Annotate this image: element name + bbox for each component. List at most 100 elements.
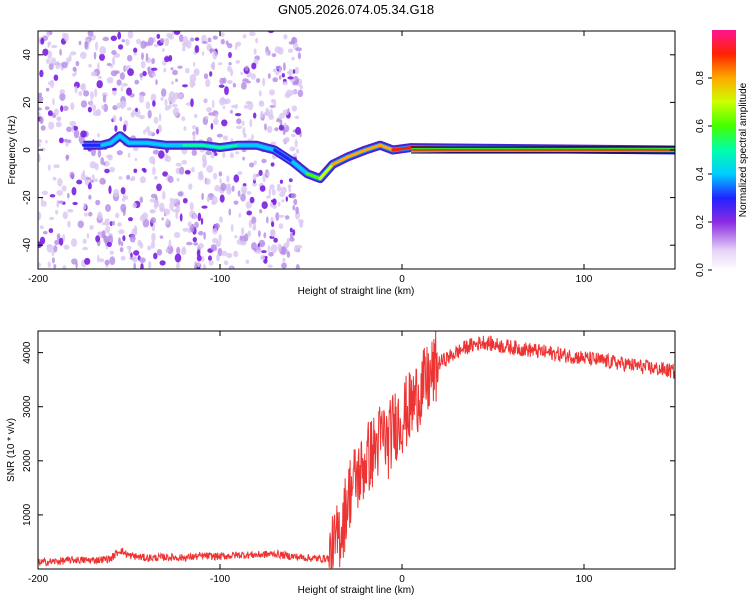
- noise-speck: [38, 262, 41, 268]
- noise-speck: [89, 179, 95, 183]
- trace-segment: [364, 143, 382, 152]
- noise-speck: [138, 94, 144, 104]
- noise-speck: [159, 38, 165, 43]
- noise-speck: [283, 62, 286, 72]
- noise-speck: [53, 164, 60, 169]
- noise-speck: [268, 31, 274, 34]
- noise-speck: [140, 40, 147, 49]
- x-tick-label: 100: [576, 574, 593, 585]
- figure-title: GN05.2026.074.05.34.G18: [278, 2, 434, 17]
- noise-speck: [288, 186, 292, 193]
- noise-speck: [170, 67, 174, 71]
- noise-speck: [185, 67, 190, 74]
- noise-speck: [179, 34, 184, 43]
- noise-speck: [99, 258, 105, 263]
- noise-speck: [90, 147, 96, 157]
- noise-speck: [90, 91, 94, 100]
- noise-speck: [160, 96, 164, 101]
- noise-speck: [177, 65, 183, 69]
- noise-speck: [286, 239, 290, 248]
- x-tick-label: 100: [576, 274, 593, 285]
- noise-speck: [106, 154, 113, 159]
- noise-speck: [99, 177, 106, 185]
- noise-speck: [104, 259, 110, 266]
- noise-speck: [76, 179, 83, 185]
- noise-speck: [259, 185, 266, 192]
- noise-speck: [286, 251, 291, 258]
- noise-speck: [104, 218, 110, 227]
- noise-speck: [223, 260, 229, 266]
- noise-speck: [271, 221, 275, 228]
- noise-speck: [192, 132, 196, 142]
- noise-speck: [166, 33, 173, 38]
- x-tick-label: 0: [399, 574, 405, 585]
- noise-speck: [48, 228, 54, 234]
- noise-speck: [95, 41, 99, 51]
- noise-speck: [70, 102, 75, 111]
- trace-segment: [100, 141, 113, 147]
- noise-speck: [152, 166, 156, 176]
- noise-speck: [213, 118, 219, 125]
- noise-speck: [78, 91, 83, 96]
- y-tick-label: 4000: [22, 341, 33, 364]
- noise-speck: [90, 71, 98, 77]
- noise-speck: [120, 187, 126, 195]
- noise-speck: [212, 35, 218, 40]
- noise-speck: [93, 51, 97, 60]
- noise-speck: [201, 51, 205, 56]
- noise-speck: [57, 178, 63, 187]
- noise-speck: [230, 109, 233, 114]
- noise-speck: [174, 253, 182, 263]
- noise-speck: [80, 83, 85, 90]
- noise-speck: [219, 178, 222, 184]
- noise-speck: [48, 63, 54, 70]
- noise-speck: [211, 99, 215, 109]
- noise-speck: [71, 258, 78, 265]
- noise-speck: [210, 123, 214, 130]
- noise-speck: [292, 69, 296, 74]
- noise-speck: [38, 211, 42, 221]
- noise-speck: [121, 82, 128, 87]
- noise-speck: [266, 195, 271, 199]
- noise-speck: [197, 212, 202, 222]
- noise-speck: [214, 223, 220, 229]
- y-tick-label: 40: [22, 49, 33, 61]
- noise-speck: [206, 107, 212, 113]
- noise-speck: [159, 235, 164, 239]
- noise-speck: [39, 236, 46, 245]
- noise-speck: [293, 198, 298, 206]
- noise-speck: [243, 133, 247, 138]
- noise-speck: [291, 133, 296, 138]
- noise-speck: [220, 38, 225, 45]
- colorbar-gradient: [712, 30, 736, 270]
- noise-speck: [142, 70, 147, 77]
- noise-speck: [71, 187, 77, 196]
- trace-segment: [345, 148, 368, 159]
- noise-speck: [177, 191, 183, 197]
- noise-speck: [40, 125, 46, 131]
- noise-speck: [66, 126, 72, 133]
- noise-speck: [273, 68, 277, 73]
- noise-speck: [38, 107, 42, 111]
- noise-speck: [89, 161, 97, 169]
- noise-speck: [228, 208, 232, 216]
- y-tick-label: 20: [22, 96, 33, 108]
- noise-speck: [121, 39, 126, 43]
- noise-speck: [179, 166, 185, 175]
- noise-speck: [235, 60, 240, 64]
- noise-speck: [272, 204, 277, 209]
- noise-speck: [253, 247, 257, 252]
- noise-speck: [152, 149, 160, 155]
- noise-speck: [80, 100, 88, 108]
- noise-speck: [259, 209, 263, 214]
- noise-speck: [194, 37, 200, 42]
- noise-speck: [279, 119, 283, 126]
- noise-speck: [47, 41, 52, 46]
- trace-segment: [318, 162, 335, 181]
- noise-speck: [89, 225, 94, 230]
- spectrogram-frame: [37, 30, 676, 270]
- noise-speck: [221, 119, 228, 127]
- noise-speck: [72, 201, 78, 206]
- trace-segment: [200, 143, 222, 150]
- noise-speck: [299, 221, 304, 228]
